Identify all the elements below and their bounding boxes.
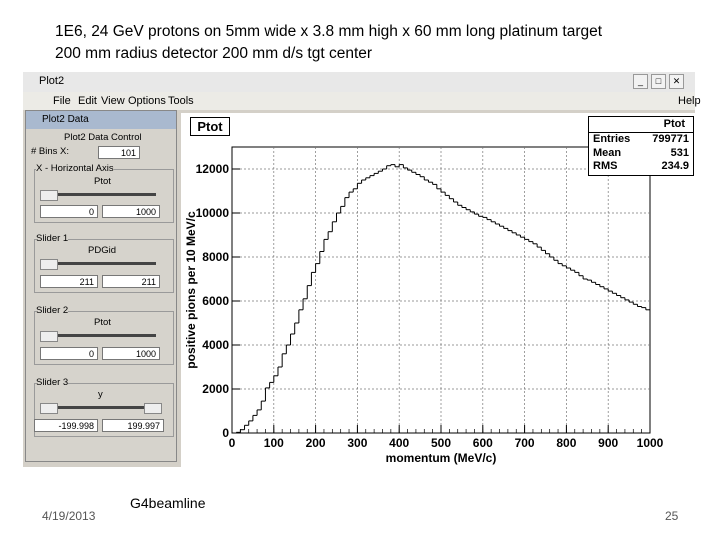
- slider1-thumb[interactable]: [40, 259, 58, 270]
- x-tick-label: 1000: [637, 436, 664, 450]
- x-tick-label: 300: [347, 436, 367, 450]
- slider3-max-input[interactable]: 199.997: [102, 419, 164, 432]
- close-icon[interactable]: ✕: [669, 74, 684, 89]
- y-tick-label: 10000: [196, 206, 230, 220]
- slider2-var: Ptot: [94, 317, 111, 328]
- slider2-min-input[interactable]: 0: [40, 347, 98, 360]
- y-tick-label: 2000: [202, 382, 229, 396]
- slider2-track[interactable]: [40, 334, 156, 337]
- stats-entries-value: 799771: [652, 133, 689, 145]
- x-max-input[interactable]: 1000: [102, 205, 160, 218]
- slider3-thumb-right[interactable]: [144, 403, 162, 414]
- data-control-panel: Plot2 Data Plot2 Data Control # Bins X: …: [25, 110, 177, 462]
- y-tick-label: 4000: [202, 338, 229, 352]
- menu-bar: File Edit View Options Tools Help: [23, 92, 701, 110]
- menu-edit[interactable]: Edit: [78, 95, 97, 107]
- slider1-max-input[interactable]: 211: [102, 275, 160, 288]
- x-min-input[interactable]: 0: [40, 205, 98, 218]
- minimize-icon[interactable]: _: [633, 74, 648, 89]
- slider3-group: [34, 383, 174, 437]
- x-tick-label: 0: [229, 436, 236, 450]
- bins-input[interactable]: 101: [98, 146, 140, 159]
- x-axis-slider-track[interactable]: [40, 193, 156, 196]
- menu-help[interactable]: Help: [678, 95, 701, 107]
- histogram-title: Ptot: [190, 117, 230, 136]
- slider3-thumb-left[interactable]: [40, 403, 58, 414]
- stats-mean-value: 531: [670, 147, 689, 159]
- plot-frame: [231, 146, 651, 434]
- y-tick-label: 8000: [202, 250, 229, 264]
- stats-box: Ptot Entries 799771 Mean 531 RMS 234.9: [588, 116, 694, 176]
- x-tick-label: 700: [515, 436, 535, 450]
- slider2-group: [34, 311, 174, 365]
- slider3-var: y: [98, 389, 103, 400]
- slider3-min-input[interactable]: -199.998: [34, 419, 98, 432]
- footer-date: 4/19/2013: [42, 509, 96, 523]
- slider1-var: PDGid: [88, 245, 116, 256]
- stats-mean-label: Mean: [593, 147, 622, 159]
- y-tick-label: 6000: [202, 294, 229, 308]
- slider1-track[interactable]: [40, 262, 156, 265]
- x-tick-label: 900: [598, 436, 618, 450]
- y-axis-title: positive pions per 10 MeV/c: [184, 211, 198, 369]
- x-tick-label: 400: [389, 436, 409, 450]
- histogram-chart: 0 2000 4000 6000 8000 10000 12000 0 100 200 300 400…: [184, 146, 664, 465]
- stats-name: Ptot: [663, 118, 685, 130]
- slider1-label: Slider 1: [36, 233, 69, 244]
- panel-window-title: Plot2 Data: [42, 114, 89, 125]
- menu-options[interactable]: Options: [128, 95, 166, 107]
- stats-rms-label: RMS: [593, 160, 618, 172]
- window-titlebar[interactable]: Plot2 _ □ ✕: [23, 72, 695, 93]
- panel-titlebar[interactable]: Plot2 Data: [26, 111, 176, 129]
- stats-rms-value: 234.9: [661, 160, 689, 172]
- x-axis-label: X - Horizontal Axis: [36, 163, 114, 174]
- x-axis-title: momentum (MeV/c): [386, 451, 497, 465]
- footer-text: G4beamline: [130, 495, 206, 511]
- slide-title-line1: 1E6, 24 GeV protons on 5mm wide x 3.8 mm…: [55, 23, 603, 40]
- x-tick-label: 100: [264, 436, 284, 450]
- x-tick-label: 800: [556, 436, 576, 450]
- menu-file[interactable]: File: [53, 95, 71, 107]
- y-tick-label: 12000: [196, 162, 230, 176]
- slider3-track[interactable]: [40, 406, 156, 409]
- panel-heading: Plot2 Data Control: [64, 132, 142, 143]
- x-tick-label: 500: [431, 436, 451, 450]
- x-tick-label: 200: [306, 436, 326, 450]
- slider2-label: Slider 2: [36, 305, 69, 316]
- x-axis-var: Ptot: [94, 176, 111, 187]
- slide-title-line2: 200 mm radius detector 200 mm d/s tgt ce…: [55, 45, 373, 62]
- page-number: 25: [665, 509, 679, 523]
- stats-entries-label: Entries: [593, 133, 631, 145]
- menu-view[interactable]: View: [101, 95, 125, 107]
- slider2-max-input[interactable]: 1000: [102, 347, 160, 360]
- slider3-label: Slider 3: [36, 377, 69, 388]
- x-axis-slider-thumb[interactable]: [40, 190, 58, 201]
- bins-label: # Bins X:: [31, 146, 70, 157]
- x-tick-label: 600: [473, 436, 493, 450]
- slider1-min-input[interactable]: 211: [40, 275, 98, 288]
- slider1-group: [34, 239, 174, 293]
- menu-tools[interactable]: Tools: [168, 95, 194, 107]
- y-tick-label: 0: [222, 426, 229, 440]
- window-title: Plot2: [39, 75, 65, 87]
- slider2-thumb[interactable]: [40, 331, 58, 342]
- maximize-icon[interactable]: □: [651, 74, 666, 89]
